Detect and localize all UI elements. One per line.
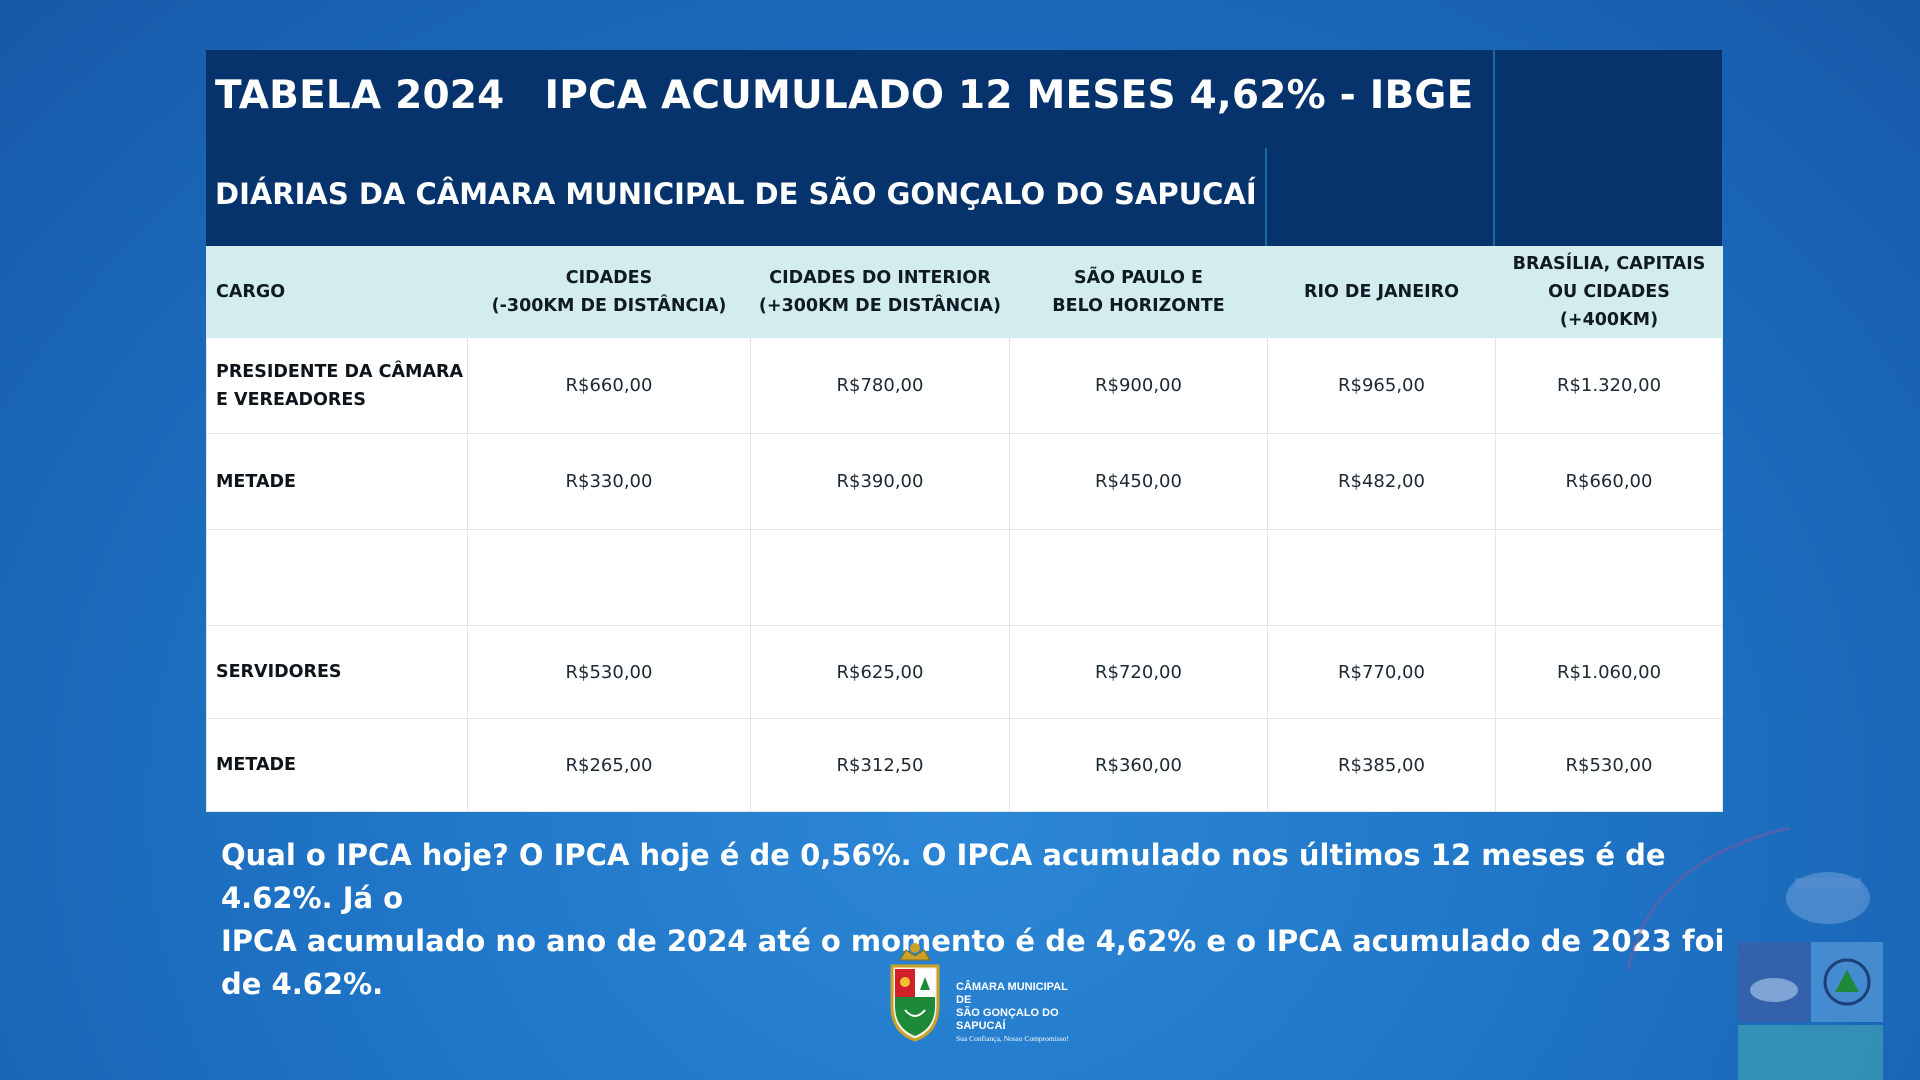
table-row: PRESIDENTE DA CÂMARA E VEREADORES R$660,0…	[206, 337, 1723, 434]
column-header: BRASÍLIA, CAPITAIS OU CIDADES (+400KM)	[1495, 246, 1723, 338]
rate-cell: R$530,00	[467, 625, 751, 719]
row-label: PRESIDENTE DA CÂMARA E VEREADORES	[206, 337, 468, 434]
ipca-info-line: IPCA acumulado no ano de 2024 até o mome…	[221, 924, 1725, 1001]
rate-cell: R$720,00	[1009, 625, 1268, 719]
rate-cell: R$385,00	[1267, 718, 1496, 812]
row-label	[206, 529, 468, 626]
rate-cell: R$1.320,00	[1495, 337, 1723, 434]
table-row: METADE R$265,00 R$312,50 R$360,00 R$385,…	[206, 718, 1723, 812]
rate-cell: R$660,00	[467, 337, 751, 434]
rate-cell: R$965,00	[1267, 337, 1496, 434]
rate-cell	[750, 529, 1010, 626]
rate-cell: R$330,00	[467, 433, 751, 530]
logo-line: SÃO GONÇALO DO SAPUCAÍ	[956, 1007, 1059, 1032]
rate-cell: R$312,50	[750, 718, 1010, 812]
title-ipca: IPCA ACUMULADO 12 MESES 4,62% - IBGE	[544, 73, 1474, 118]
table-header-banner: TABELA 2024 IPCA ACUMULADO 12 MESES 4,62%…	[206, 50, 1722, 246]
table-row: SERVIDORES R$530,00 R$625,00 R$720,00 R$…	[206, 625, 1723, 719]
rate-cell: R$625,00	[750, 625, 1010, 719]
header-divider	[1493, 50, 1495, 246]
row-label: METADE	[206, 718, 468, 812]
rate-cell: R$900,00	[1009, 337, 1268, 434]
page-subtitle: DIÁRIAS DA CÂMARA MUNICIPAL DE SÃO GONÇA…	[215, 177, 1257, 211]
column-header: CARGO	[206, 246, 468, 338]
ipca-info-line: Qual o IPCA hoje? O IPCA hoje é de 0,56%…	[221, 838, 1666, 915]
coat-of-arms-icon	[890, 943, 940, 1042]
rate-cell	[467, 529, 751, 626]
table-row: METADE R$330,00 R$390,00 R$450,00 R$482,…	[206, 433, 1723, 530]
rate-cell: R$780,00	[750, 337, 1010, 434]
header-divider	[1265, 148, 1267, 246]
rate-cell	[1495, 529, 1723, 626]
logo-line: CÂMARA MUNICIPAL DE	[956, 981, 1068, 1006]
row-label: METADE	[206, 433, 468, 530]
ipca-info-text: Qual o IPCA hoje? O IPCA hoje é de 0,56%…	[221, 834, 1761, 1006]
table-row-empty	[206, 529, 1723, 626]
rate-cell	[1267, 529, 1496, 626]
row-label: SERVIDORES	[206, 625, 468, 719]
rate-cell: R$660,00	[1495, 433, 1723, 530]
page-title: TABELA 2024 IPCA ACUMULADO 12 MESES 4,62%…	[215, 73, 1473, 118]
rates-panel: TABELA 2024 IPCA ACUMULADO 12 MESES 4,62%…	[206, 50, 1723, 812]
rate-cell: R$360,00	[1009, 718, 1268, 812]
camara-logo: CÂMARA MUNICIPAL DE SÃO GONÇALO DO SAPUC…	[880, 940, 1080, 1050]
rate-cell: R$390,00	[750, 433, 1010, 530]
column-header: SÃO PAULO E BELO HORIZONTE	[1009, 246, 1268, 338]
rate-cell: R$265,00	[467, 718, 751, 812]
rate-cell: R$770,00	[1267, 625, 1496, 719]
table-header-row: CARGO CIDADES (-300KM DE DISTÂNCIA) CIDAD…	[206, 246, 1723, 338]
column-header: CIDADES (-300KM DE DISTÂNCIA)	[467, 246, 751, 338]
logo-tagline: Sua Confiança, Nosso Compromisso!	[956, 1034, 1069, 1043]
column-header: CIDADES DO INTERIOR (+300KM DE DISTÂNCIA)	[750, 246, 1010, 338]
logo-text: CÂMARA MUNICIPAL DE SÃO GONÇALO DO SAPUC…	[956, 981, 1080, 1044]
rate-cell: R$1.060,00	[1495, 625, 1723, 719]
rate-cell	[1009, 529, 1268, 626]
rate-cell: R$530,00	[1495, 718, 1723, 812]
rate-cell: R$482,00	[1267, 433, 1496, 530]
decorative-emblem-icon	[1626, 826, 1883, 1080]
column-header: RIO DE JANEIRO	[1267, 246, 1496, 338]
title-year: TABELA 2024	[215, 73, 505, 118]
daily-rates-table: CARGO CIDADES (-300KM DE DISTÂNCIA) CIDAD…	[206, 246, 1723, 812]
rate-cell: R$450,00	[1009, 433, 1268, 530]
